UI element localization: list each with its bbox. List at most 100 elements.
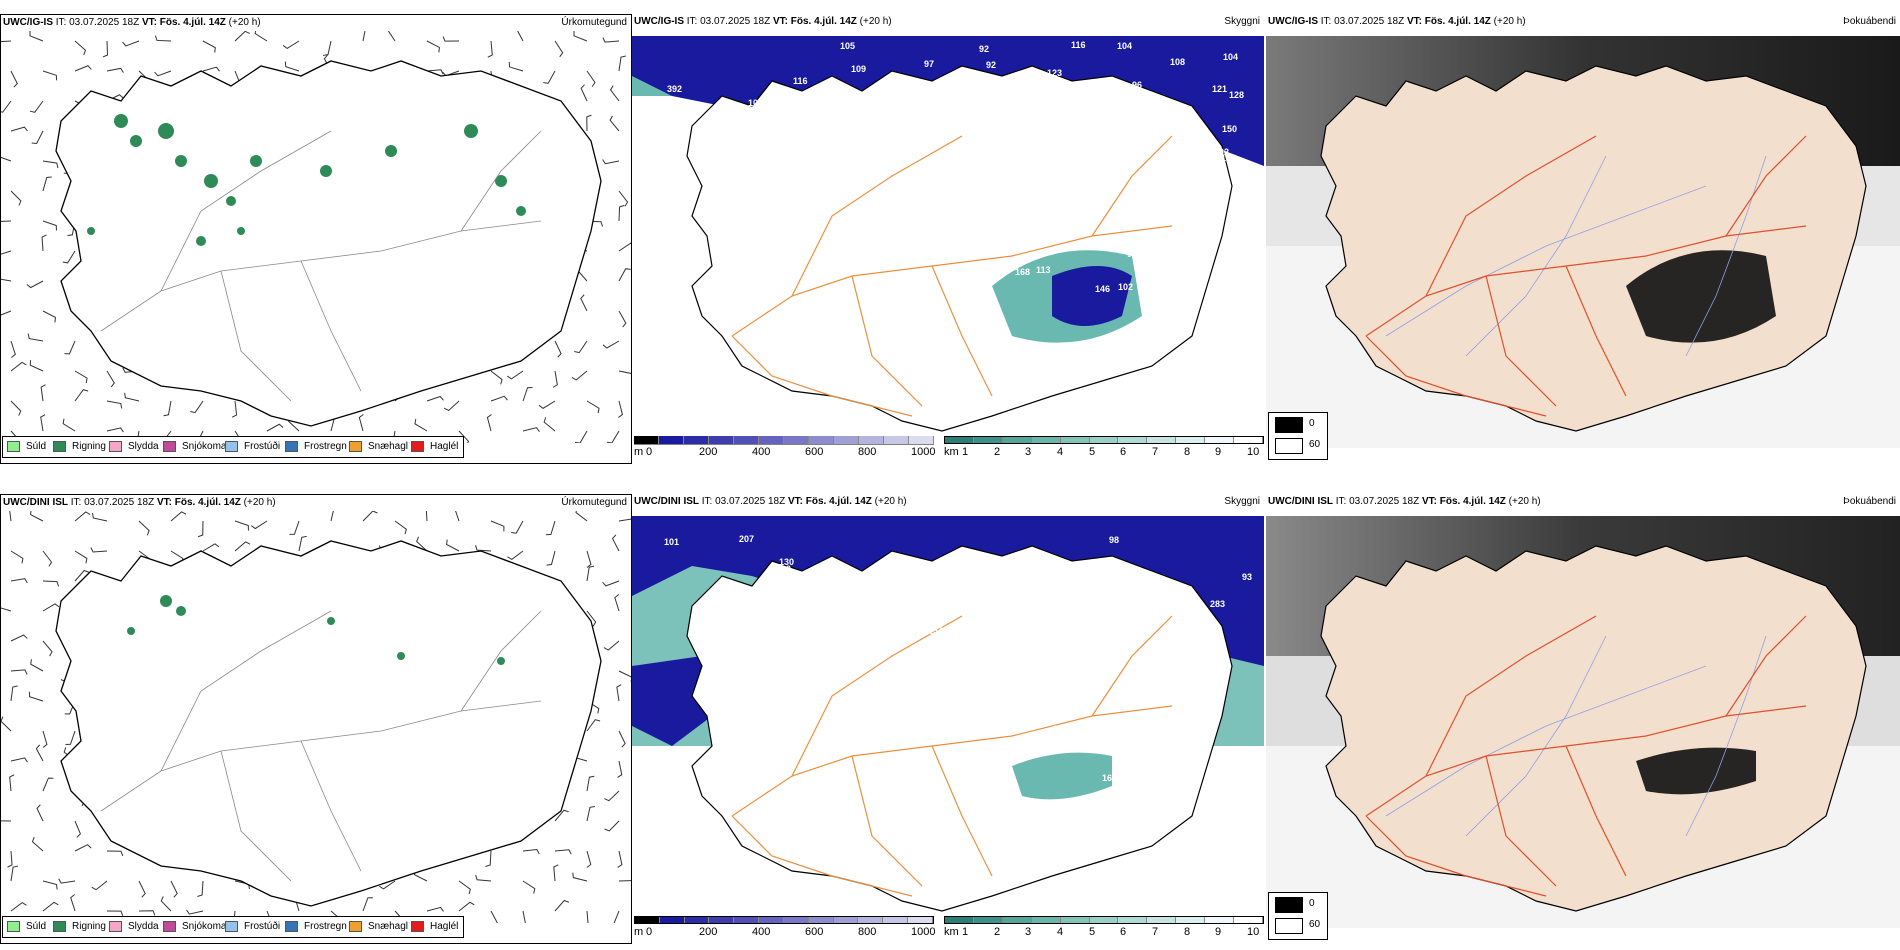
wind-barb: [122, 40, 140, 47]
wind-barb: [41, 234, 47, 252]
cloud-base-label: 126: [842, 125, 857, 135]
wind-barb: [522, 387, 533, 402]
legend-swatch: [411, 921, 424, 932]
wind-barb: [74, 569, 90, 582]
wind-barb: [475, 874, 492, 882]
fog-panel-row1: UWC/IG-IS IT: 03.07.2025 18Z VT: Fös. 4.…: [1266, 14, 1900, 460]
wind-barb: [65, 730, 76, 745]
cloud-base-label: 94: [1090, 716, 1100, 726]
wind-barb: [92, 513, 108, 522]
colorbar-segment: [759, 917, 784, 923]
wind-barb: [10, 190, 22, 206]
colorbar-tick: 10: [1247, 926, 1260, 938]
wind-barb: [30, 659, 44, 672]
precip-cell: [464, 124, 478, 138]
cloud-base-label: 96: [1087, 611, 1097, 621]
cloud-base-label: 283: [1210, 599, 1225, 609]
wind-barb: [106, 427, 124, 433]
wind-barb: [543, 70, 556, 84]
wind-barb: [106, 400, 123, 409]
wind-barb: [186, 909, 204, 915]
precip-cell: [226, 196, 236, 206]
cloud-base-label: 130: [779, 557, 794, 567]
colorbar-segment: [1031, 437, 1061, 443]
colorbar-tick: 600: [805, 446, 824, 458]
colorbar-tick: 8: [1184, 446, 1191, 458]
wind-barb: [603, 640, 620, 651]
wind-barb: [124, 392, 140, 402]
wind-barb: [586, 565, 595, 582]
wind-barb: [74, 370, 88, 384]
cloud-base-label: 392: [667, 84, 682, 94]
colorbar-segment: [883, 917, 909, 923]
colorbar-segment: [1060, 917, 1090, 923]
wind-barb: [10, 340, 16, 358]
legend-swatch: [349, 441, 362, 452]
colorbar-segment: [1234, 437, 1263, 443]
colorbar-tick: 1: [962, 926, 969, 938]
cloud-base-label: 113: [1036, 265, 1051, 275]
wind-barb: [586, 806, 595, 822]
colorbar-segment: [945, 437, 974, 443]
precip-cell: [175, 155, 187, 167]
cloud-base-label: 95: [1005, 151, 1015, 161]
legend-swatch: [7, 441, 20, 452]
wind-barb: [74, 511, 91, 522]
cloud-base-label: 161: [1102, 773, 1117, 783]
wind-barb: [522, 427, 540, 433]
panel-label-fog: Þokuábendi: [1843, 496, 1896, 507]
wind-barb: [543, 417, 556, 432]
fog-legend-row2: 0 60: [1268, 892, 1328, 940]
wind-barb: [362, 897, 373, 912]
precip-cell: [196, 236, 206, 246]
colorbar-tick: 800: [858, 926, 877, 938]
precip-cell: [250, 155, 262, 167]
legend-swatch: [109, 921, 122, 932]
precip-cell: [130, 135, 142, 147]
cloud-base-label: 104: [1223, 52, 1238, 62]
wind-barb: [42, 550, 53, 567]
colorbar-segment: [784, 436, 809, 444]
panel-label-precip: Úrkomutegund: [561, 497, 627, 508]
wind-barb: [1, 220, 12, 222]
cloud-base-label: 104: [845, 572, 860, 582]
wind-barb: [618, 670, 631, 683]
precip-cell: [204, 174, 218, 188]
visibility-colorbar-row2: km 1 2 3 4 5 6 7 8 9 10: [944, 916, 1264, 940]
wind-barb: [490, 520, 505, 532]
precip-cell: [114, 114, 128, 128]
wind-barb: [613, 910, 620, 923]
panel-title: UWC/DINI ISL IT: 03.07.2025 18Z VT: Fös.…: [3, 497, 276, 508]
wind-barb: [511, 520, 524, 534]
wind-barb: [231, 400, 238, 418]
panel-title: UWC/DINI ISL IT: 03.07.2025 18Z VT: Fös.…: [634, 496, 907, 507]
panel-title: UWC/IG-IS IT: 03.07.2025 18Z VT: Fös. 4.…: [634, 16, 892, 27]
colorbar-tick: 2: [994, 446, 1001, 458]
cloud-base-label: 124: [1137, 273, 1152, 283]
wind-barb: [554, 40, 564, 58]
wind-barb: [602, 159, 620, 165]
cloud-base-label: 116: [1071, 40, 1086, 50]
colorbar-tick: 7: [1152, 446, 1159, 458]
wind-barb: [42, 880, 58, 890]
wind-barb: [42, 160, 59, 169]
colorbar-segment: [709, 917, 735, 923]
wind-barb: [70, 894, 76, 912]
cloud-base-label: 150: [1034, 633, 1049, 643]
colorbar-segment: [1176, 437, 1206, 443]
wind-barb: [573, 31, 588, 42]
wind-barb: [136, 430, 140, 443]
visibility-unit: km: [944, 926, 959, 938]
wind-barb: [485, 850, 492, 867]
cloud-base-label: 108: [714, 126, 729, 136]
colorbar-segment: [1205, 917, 1235, 923]
wind-barb: [609, 85, 620, 102]
wind-barb: [42, 730, 48, 748]
colorbar-segment: [909, 436, 934, 444]
cloud-base-label: 123: [1047, 68, 1062, 78]
wind-barb: [611, 534, 620, 552]
wind-barb: [233, 910, 236, 923]
colorbar-segment: [1205, 437, 1235, 443]
wind-barb: [522, 880, 536, 894]
wind-barb: [10, 865, 19, 882]
